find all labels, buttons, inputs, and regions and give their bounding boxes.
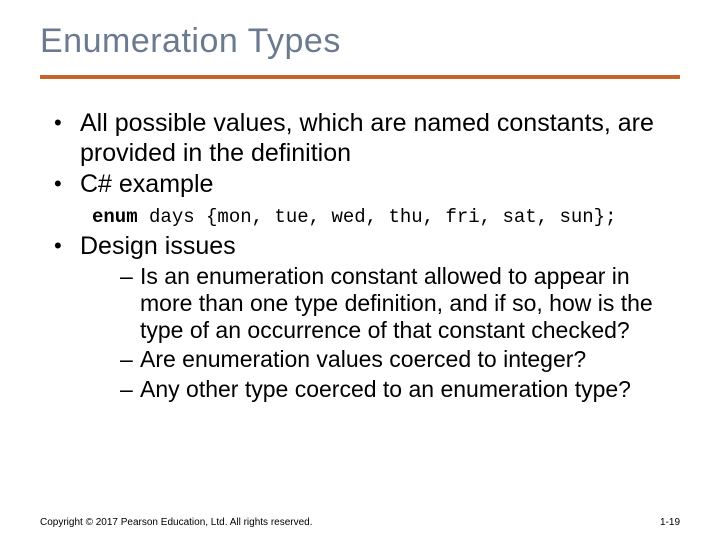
bullet-text: C# example: [80, 170, 213, 198]
bullet-list-2: Design issues Is an enumeration constant…: [54, 232, 680, 403]
sub-item: Any other type coerced to an enumeration…: [120, 376, 680, 403]
sub-text: Are enumeration values coerced to intege…: [140, 346, 586, 372]
bullet-text: All possible values, which are named con…: [80, 109, 654, 167]
bullet-item: Design issues Is an enumeration constant…: [54, 232, 680, 403]
code-example: enum days {mon, tue, wed, thu, fri, sat,…: [92, 206, 680, 228]
bullet-list: All possible values, which are named con…: [54, 109, 680, 200]
sub-item: Are enumeration values coerced to intege…: [120, 346, 680, 373]
code-keyword: enum: [92, 206, 138, 228]
slide: Enumeration Types All possible values, w…: [0, 0, 720, 540]
slide-title: Enumeration Types: [40, 22, 680, 61]
title-underline: [40, 75, 680, 79]
footer: Copyright © 2017 Pearson Education, Ltd.…: [40, 517, 680, 528]
sub-item: Is an enumeration constant allowed to ap…: [120, 263, 680, 344]
sub-list: Is an enumeration constant allowed to ap…: [120, 263, 680, 403]
code-rest: days {mon, tue, wed, thu, fri, sat, sun}…: [138, 206, 617, 228]
sub-text: Any other type coerced to an enumeration…: [140, 376, 631, 402]
bullet-item: All possible values, which are named con…: [54, 109, 680, 168]
page-number: 1-19: [660, 517, 680, 528]
sub-text: Is an enumeration constant allowed to ap…: [140, 263, 653, 343]
copyright-text: Copyright © 2017 Pearson Education, Ltd.…: [40, 517, 313, 528]
bullet-text: Design issues: [80, 232, 236, 260]
bullet-item: C# example: [54, 170, 680, 200]
